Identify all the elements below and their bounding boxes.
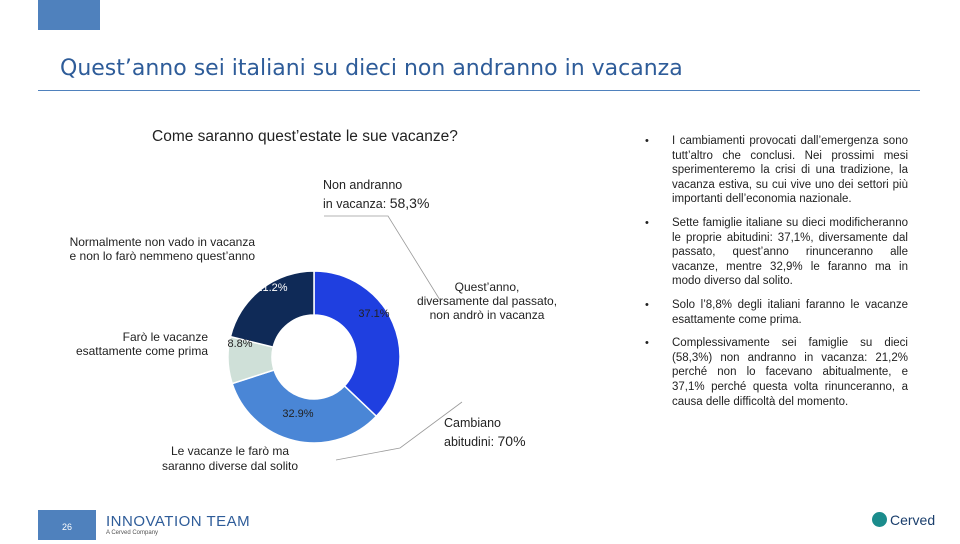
donut-slice-diverse <box>231 369 378 444</box>
title-divider <box>38 90 920 91</box>
page-number: 26 <box>38 510 96 540</box>
cerved-mark-icon <box>872 512 887 527</box>
innovation-team-logo: INNOVATION TEAM <box>106 513 251 530</box>
bullet-item: Solo l’8,8% degli italiani faranno le va… <box>645 298 908 327</box>
label-non-andro-line2: diversamente dal passato, <box>416 294 558 308</box>
label-non-andro-line3: non andrò in vacanza <box>429 308 545 322</box>
bullet-item: Complessivamente sei famiglie su dieci (… <box>645 336 908 409</box>
bullet-item: I cambiamenti provocati dall’emergenza s… <box>645 134 908 207</box>
callout-connectors <box>324 215 463 461</box>
label-non-vado-line1: Normalmente non vado in vacanza <box>69 235 255 249</box>
insight-bullets: I cambiamenti provocati dall’emergenza s… <box>645 134 908 418</box>
donut-slices <box>227 270 401 444</box>
cerved-logo-text: Cerved <box>890 512 936 528</box>
callout-cambiano: Cambiano abitudini: 70% <box>444 414 526 451</box>
callout-non-andranno-line2: in vacanza: 58,3% <box>323 195 430 211</box>
label-come-prima-line1: Farò le vacanze <box>122 330 208 344</box>
callout-non-andranno-value: 58,3% <box>389 195 430 211</box>
connector-non-andranno <box>324 215 441 301</box>
label-non-vado: Normalmente non vado in vacanza e non lo… <box>55 235 255 263</box>
donut-slice-non-vado <box>229 270 315 348</box>
donut-value-labels: 37.1% 32.9% 8.8% 21.2% <box>227 282 389 420</box>
callout-non-andranno-line1: Non andranno <box>323 178 403 192</box>
chart-question: Come saranno quest’estate le sue vacanze… <box>152 128 458 145</box>
value-label-come-prima: 8.8% <box>227 338 252 350</box>
label-diverse: Le vacanze le farò ma saranno diverse da… <box>150 444 310 474</box>
innovation-team-tagline: A Cerved Company <box>106 530 159 536</box>
label-diverse-line1: Le vacanze le farò ma <box>170 444 290 458</box>
callout-cambiano-value: 70% <box>497 433 526 449</box>
callout-cambiano-line2: abitudini: 70% <box>444 433 526 449</box>
cerved-logo: Cerved <box>872 512 935 528</box>
value-label-non-andro: 37.1% <box>358 308 389 320</box>
slide-title: Quest’anno sei italiani su dieci non and… <box>60 56 683 81</box>
label-diverse-line2: saranno diverse dal solito <box>161 459 299 473</box>
bullet-item: Sette famiglie italiane su dieci modific… <box>645 216 908 289</box>
label-non-andro: Quest’anno, diversamente dal passato, no… <box>407 280 567 322</box>
label-come-prima: Farò le vacanze esattamente come prima <box>60 330 208 358</box>
value-label-non-vado: 21.2% <box>256 282 287 294</box>
connector-cambiano <box>335 401 463 461</box>
callout-non-andranno: Non andranno in vacanza: 58,3% <box>323 176 429 213</box>
callout-cambiano-line1: Cambiano <box>444 416 501 430</box>
label-non-vado-line2: e non lo farò nemmeno quest’anno <box>69 249 255 263</box>
value-label-diverse: 32.9% <box>282 408 313 420</box>
label-come-prima-line2: esattamente come prima <box>75 344 208 358</box>
corner-accent-tab <box>38 0 100 30</box>
donut-slice-non-andro <box>313 270 401 418</box>
label-non-andro-line1: Quest’anno, <box>454 280 520 294</box>
